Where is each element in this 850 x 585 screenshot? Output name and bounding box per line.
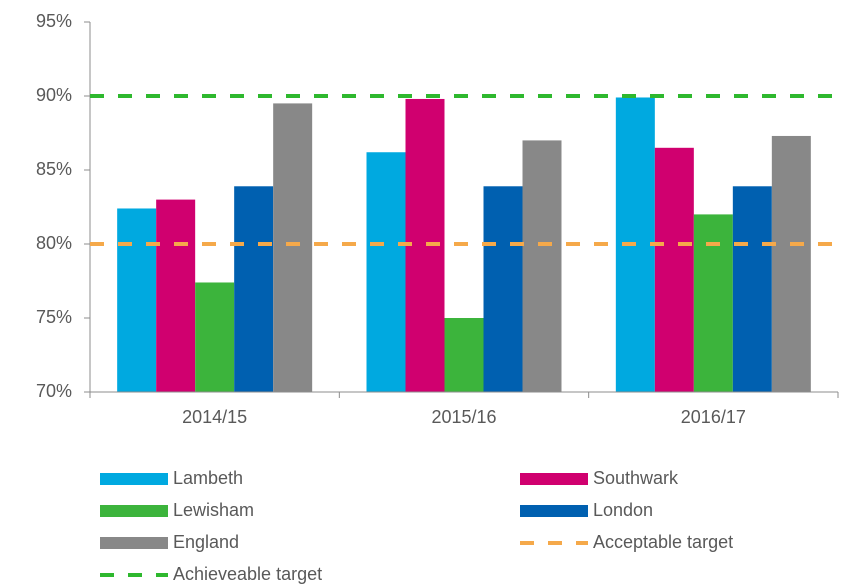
bar — [273, 103, 313, 393]
legend-label: England — [173, 532, 239, 552]
y-tick-label: 75% — [36, 307, 72, 327]
bar — [366, 152, 406, 392]
bar — [444, 318, 484, 392]
y-tick-label: 95% — [36, 11, 72, 31]
bar — [117, 208, 157, 392]
legend-swatch — [100, 505, 168, 517]
legend-swatch — [520, 505, 588, 517]
y-tick-label: 80% — [36, 233, 72, 253]
bar — [234, 186, 274, 392]
x-tick-label: 2015/16 — [431, 407, 496, 427]
legend-swatch — [100, 537, 168, 549]
legend-label: Achieveable target — [173, 564, 322, 584]
bar — [693, 214, 733, 392]
legend-label: London — [593, 500, 653, 520]
x-tick-label: 2016/17 — [681, 407, 746, 427]
y-tick-label: 90% — [36, 85, 72, 105]
y-tick-label: 70% — [36, 381, 72, 401]
bar — [156, 199, 196, 392]
legend-label: Southwark — [593, 468, 679, 488]
x-tick-label: 2014/15 — [182, 407, 247, 427]
bar — [522, 140, 562, 392]
bar — [483, 186, 523, 392]
legend-label: Lewisham — [173, 500, 254, 520]
bar — [654, 147, 694, 392]
legend-label: Acceptable target — [593, 532, 733, 552]
legend-label: Lambeth — [173, 468, 243, 488]
bar — [732, 186, 772, 392]
legend-swatch — [520, 473, 588, 485]
bar — [771, 135, 811, 392]
bar — [195, 282, 235, 392]
y-tick-label: 85% — [36, 159, 72, 179]
legend-swatch — [100, 473, 168, 485]
